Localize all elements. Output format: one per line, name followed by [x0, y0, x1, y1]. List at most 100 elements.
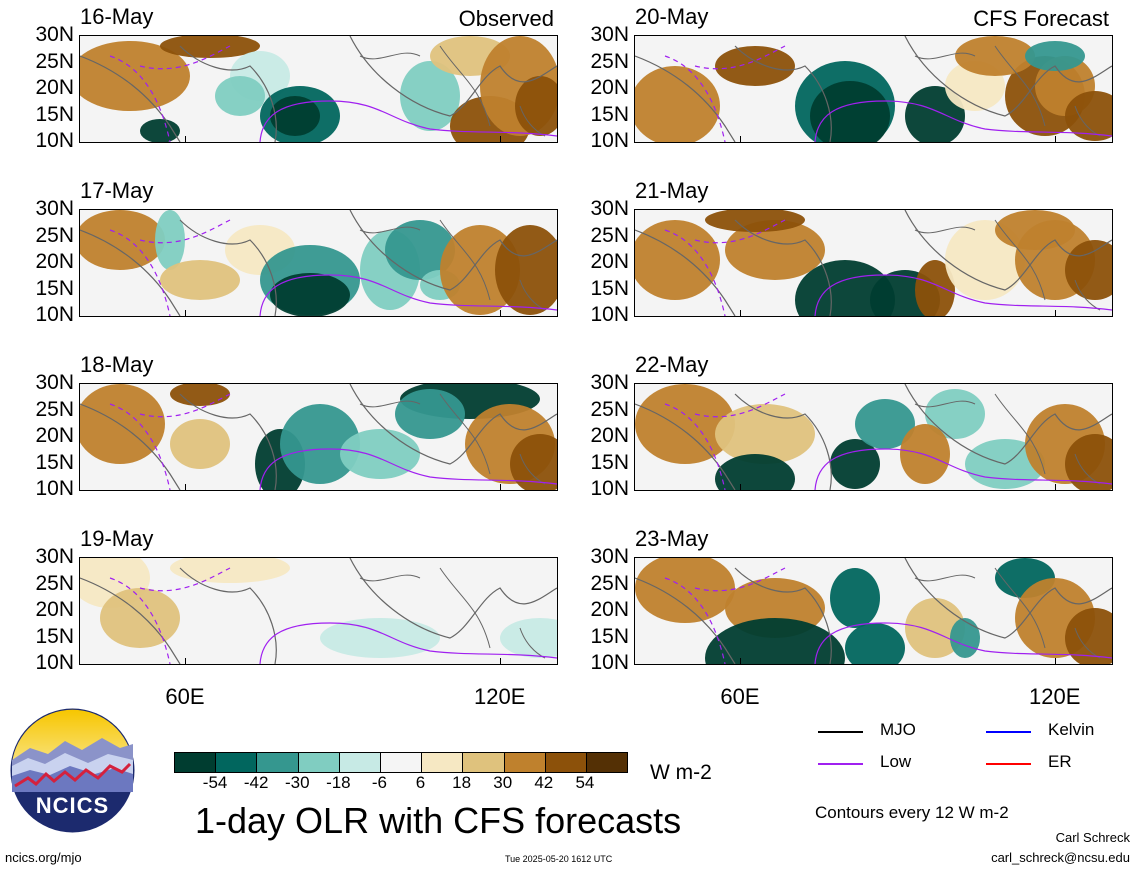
figure-title: 1-day OLR with CFS forecasts — [195, 800, 682, 841]
panel-date: 21-May — [635, 178, 709, 203]
lon-tick — [499, 484, 501, 490]
legend-label: MJO — [880, 720, 916, 739]
ncics-logo[interactable]: NCICS — [10, 708, 135, 833]
footer-url[interactable]: ncics.org/mjo — [5, 850, 82, 865]
lon-tick — [739, 310, 741, 316]
olr-map — [80, 558, 557, 664]
lat-tick-label: 15N — [590, 102, 629, 126]
panel-date: 17-May — [80, 178, 154, 203]
lon-tick — [499, 136, 501, 142]
colorbar-units: W m-2 — [650, 761, 712, 784]
lat-tick-label: 10N — [35, 129, 74, 152]
colorbar-swatch — [297, 753, 339, 772]
lon-tick — [1054, 658, 1056, 664]
panel-date: 22-May — [635, 352, 709, 377]
olr-map — [635, 210, 1112, 316]
lon-tick — [739, 484, 741, 490]
panel-date: 23-May — [635, 526, 709, 551]
olr-map — [80, 384, 557, 490]
legend-label: Kelvin — [1048, 720, 1095, 739]
lon-tick-label: 60E — [165, 684, 205, 709]
olr-map-panel — [79, 35, 558, 143]
lon-tick-label: 120E — [1029, 684, 1081, 709]
lat-tick-label: 30N — [590, 371, 629, 394]
footer-email[interactable]: carl_schreck@ncsu.edu — [991, 850, 1130, 865]
colorbar-swatch — [503, 753, 545, 772]
colorbar-tick-label: -30 — [284, 773, 310, 792]
lat-tick-label: 20N — [590, 250, 629, 273]
colorbar-swatch — [215, 753, 257, 772]
lat-tick-label: 30N — [590, 545, 629, 568]
lat-tick-label: 10N — [35, 477, 74, 500]
lat-tick-label: 20N — [35, 250, 74, 273]
lon-tick-label: 120E — [474, 684, 526, 709]
lat-tick-label: 10N — [35, 651, 74, 674]
panel-date: 19-May — [80, 526, 154, 551]
logo-text: NCICS — [35, 793, 110, 818]
lat-tick-label: 25N — [35, 49, 74, 73]
lat-tick-label: 10N — [35, 303, 74, 326]
lat-tick-label: 10N — [590, 477, 629, 500]
footer-timestamp: Tue 2025-05-20 1612 UTC — [505, 854, 613, 864]
lat-tick-label: 15N — [590, 450, 629, 474]
lon-tick — [739, 136, 741, 142]
lat-tick-label: 30N — [590, 197, 629, 220]
colorbar — [174, 752, 628, 773]
olr-map-panel — [634, 383, 1113, 491]
colorbar-tick-label: -42 — [243, 773, 269, 792]
lat-tick-label: 20N — [35, 424, 74, 447]
olr-map-panel — [634, 209, 1113, 317]
lat-tick-label: 20N — [35, 76, 74, 99]
legend-line-sample — [818, 731, 863, 733]
colorbar-tick-label: 6 — [415, 773, 426, 792]
lat-tick-label: 25N — [590, 49, 629, 73]
colorbar-tick-label: 30 — [493, 773, 513, 792]
lon-tick — [1054, 484, 1056, 490]
colorbar-swatch — [379, 753, 422, 772]
lat-tick-label: 20N — [590, 424, 629, 447]
lat-tick-label: 20N — [590, 76, 629, 99]
lat-tick-label: 15N — [590, 276, 629, 300]
footer-author: Carl Schreck — [1055, 830, 1130, 845]
olr-map — [80, 36, 557, 142]
olr-map-panel — [634, 557, 1113, 665]
lat-tick-label: 10N — [590, 651, 629, 674]
lat-tick-label: 20N — [35, 598, 74, 621]
olr-map-panel — [79, 557, 558, 665]
lat-tick-label: 15N — [35, 102, 74, 126]
lat-tick-label: 15N — [35, 624, 74, 648]
lon-tick — [499, 658, 501, 664]
lon-tick — [499, 310, 501, 316]
colorbar-swatch — [585, 753, 628, 772]
lon-tick — [184, 136, 186, 142]
lon-tick — [739, 658, 741, 664]
lon-tick — [184, 484, 186, 490]
lat-tick-label: 20N — [590, 598, 629, 621]
olr-map — [635, 384, 1112, 490]
colorbar-tick-label: 18 — [452, 773, 472, 792]
colorbar-tick-label: 54 — [575, 773, 595, 792]
colorbar-tick-label: 42 — [534, 773, 554, 792]
olr-map-panel — [79, 209, 558, 317]
colorbar-swatch — [338, 753, 380, 772]
olr-map-panel — [634, 35, 1113, 143]
panel-corner-label: Observed — [458, 6, 554, 31]
lat-tick-label: 25N — [35, 223, 74, 247]
olr-map — [635, 558, 1112, 664]
lat-tick-label: 25N — [590, 571, 629, 595]
lat-tick-label: 25N — [35, 397, 74, 421]
lon-tick-label: 60E — [720, 684, 760, 709]
lat-tick-label: 30N — [35, 371, 74, 394]
lat-tick-label: 30N — [590, 23, 629, 46]
lat-tick-label: 15N — [590, 624, 629, 648]
panel-date: 16-May — [80, 4, 154, 29]
colorbar-tick-label: -6 — [371, 773, 388, 792]
colorbar-tick-label: -54 — [202, 773, 228, 792]
lat-tick-label: 25N — [590, 223, 629, 247]
colorbar-swatch — [462, 753, 504, 772]
panel-date: 18-May — [80, 352, 154, 377]
olr-map-panel — [79, 383, 558, 491]
colorbar-swatch — [256, 753, 298, 772]
lat-tick-label: 30N — [35, 545, 74, 568]
lat-tick-label: 10N — [590, 303, 629, 326]
